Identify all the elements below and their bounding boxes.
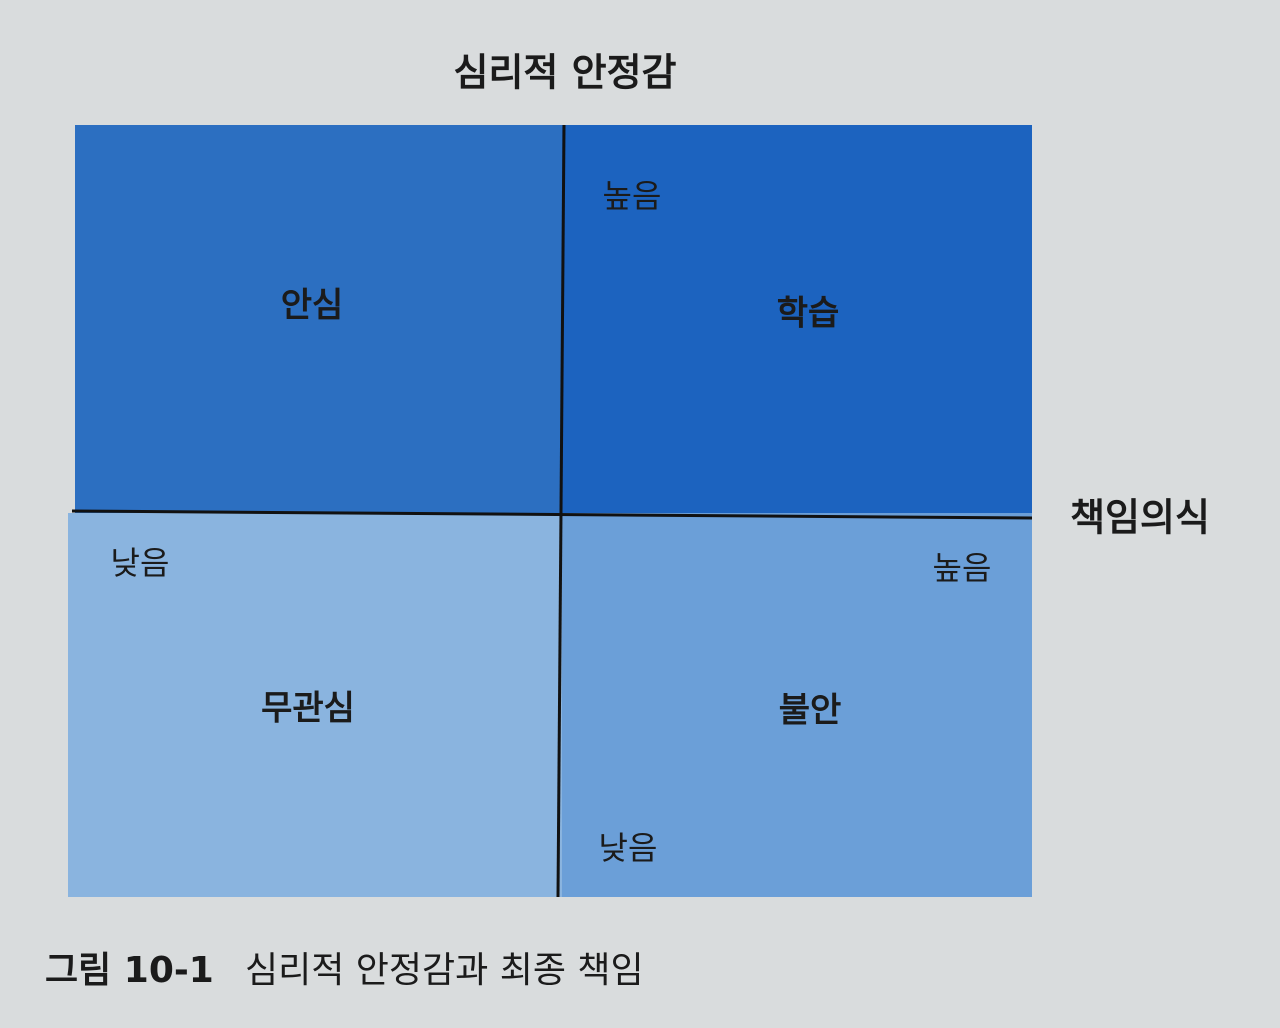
quadrant-bottom-right [562,513,1032,897]
x-high-label: 높음 [933,549,992,587]
y-low-label: 낮음 [599,829,658,867]
quadrant-top-right [562,125,1032,513]
y-axis-title: 심리적 안정감 [454,51,677,95]
y-high-label: 높음 [603,177,662,215]
quadrant-label: 불안 [779,691,842,731]
quadrant-label: 학습 [777,294,840,334]
quadrant-label: 무관심 [261,689,355,729]
caption-figure: 그림 10-1 [45,950,214,991]
quadrant-bottom-left [68,513,562,897]
horizontal-axis [71,509,1033,520]
quadrant-top-left [75,125,562,513]
x-axis-title: 책임의식 [1070,496,1210,540]
quadrant-label: 안심 [281,286,344,326]
caption-title: 심리적 안정감과 최종 책임 [245,950,644,991]
x-low-label: 낮음 [111,544,170,582]
vertical-axis [556,124,566,898]
